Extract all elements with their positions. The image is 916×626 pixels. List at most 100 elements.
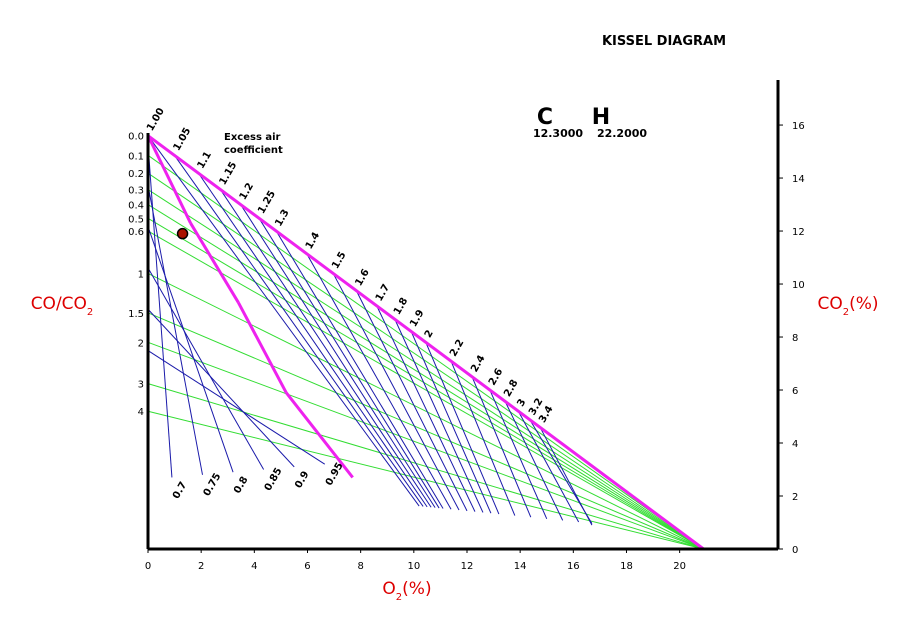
x-tick-label: 0: [145, 561, 151, 572]
ratio-line: [147, 341, 704, 550]
excess-air-line: [517, 410, 580, 523]
lambda-lean-label: 2.4: [469, 353, 487, 374]
left-tick-label: 0.1: [128, 151, 144, 162]
lambda-lean-label: 1.05: [172, 126, 194, 153]
lambda-lean-label: 1.8: [392, 296, 410, 317]
ratio-line: [147, 383, 704, 550]
excess-air-line: [471, 376, 532, 518]
excess-air-line: [410, 331, 492, 514]
lambda-lean-label: 1.00: [145, 106, 167, 133]
lambda-rich-label: 0.9: [293, 469, 311, 490]
lambda-rich-label: 0.8: [232, 475, 250, 496]
excess-air-line: [275, 230, 444, 509]
excess-air-line: [147, 226, 234, 473]
excess-air-lines: [147, 135, 593, 526]
excess-air-line: [147, 267, 265, 470]
ratio-line: [147, 312, 704, 550]
co-co2-ratio-lines: [147, 135, 704, 550]
left-tick-label: 1: [138, 269, 144, 280]
lambda-lean-label: 2.2: [448, 338, 466, 359]
excess-air-line: [539, 427, 593, 526]
lambda-lean-label: 1.25: [256, 189, 278, 216]
excess-air-line: [394, 319, 484, 513]
measurement-point: [176, 227, 189, 240]
x-tick-label: 16: [567, 561, 580, 572]
excess-air-line: [147, 185, 203, 475]
ratio-line: [147, 204, 704, 550]
carbon-symbol: C: [537, 105, 553, 130]
ratio-line: [147, 189, 704, 550]
left-axis-title: CO/CO2: [31, 294, 94, 318]
hydrogen-value: 22.2000: [597, 127, 647, 140]
measurement-point-marker: [176, 227, 189, 240]
right-tick-label: 14: [792, 174, 805, 185]
excess-air-line: [450, 360, 516, 516]
x-tick-label: 2: [198, 561, 204, 572]
stoichiometric-boundary-line: [147, 134, 705, 551]
lambda-lean-label: 1.5: [330, 250, 348, 271]
left-tick-label: 0.6: [128, 227, 144, 238]
left-tick-label: 0.4: [128, 201, 144, 212]
excess-air-line: [174, 155, 424, 507]
ratio-line: [147, 154, 704, 550]
right-tick-label: 6: [792, 386, 798, 397]
lambda-rich-label: 0.85: [263, 466, 285, 493]
boundary-lines: [146, 134, 705, 551]
right-tick-label: 2: [792, 492, 798, 503]
left-tick-label: 0.2: [128, 169, 144, 180]
hydrogen-symbol: H: [592, 105, 610, 130]
lambda-rich-label: 0.75: [202, 471, 224, 498]
lambda-labels: 1.001.051.1 1.151.2 1.251.3 1.4 1.5 1.61.71.8…: [145, 106, 556, 501]
lambda-lean-label: 1.9: [408, 308, 426, 329]
excess-air-line: [376, 305, 476, 512]
axes: 0 2 4 6 8 10 12 14 16 18 2002468101214160.00.10.20…: [128, 80, 805, 572]
x-tick-label: 6: [304, 561, 310, 572]
lambda-lean-label: 1.2: [238, 181, 256, 202]
excess-air-line: [147, 135, 420, 507]
lambda-lean-label: 2: [423, 328, 436, 340]
x-tick-label: 18: [620, 561, 633, 572]
x-tick-label: 20: [673, 561, 686, 572]
left-tick-label: 4: [138, 407, 144, 418]
annotation-line-2: coefficient: [224, 145, 283, 156]
ratio-line: [147, 217, 704, 550]
right-tick-label: 4: [792, 439, 798, 450]
right-axis-title: CO2(%): [817, 294, 878, 318]
left-tick-label: 0.3: [128, 186, 144, 197]
left-tick-label: 0.5: [128, 214, 144, 225]
rich-boundary-line: [189, 222, 240, 304]
ratio-line: [147, 230, 704, 550]
excess-air-line: [425, 342, 500, 515]
rich-boundary-line: [285, 391, 354, 479]
excess-air-line: [306, 253, 452, 510]
x-tick-label: 10: [407, 561, 420, 572]
excess-air-line: [504, 401, 564, 521]
excess-air-line: [355, 290, 468, 512]
x-axis-title: O2(%): [382, 579, 431, 603]
excess-air-line: [489, 389, 548, 519]
lambda-lean-label: 3: [515, 397, 528, 409]
lambda-lean-label: 1.6: [353, 267, 371, 288]
lambda-lean-label: 1.4: [304, 230, 322, 251]
left-tick-label: 2: [138, 338, 144, 349]
lambda-lean-label: 1.7: [374, 282, 392, 303]
x-tick-label: 12: [461, 561, 474, 572]
left-tick-label: 1.5: [128, 309, 144, 320]
left-tick-label: 3: [138, 380, 144, 391]
excess-air-line: [332, 273, 460, 511]
excess-air-line: [147, 350, 326, 465]
x-tick-label: 4: [251, 561, 257, 572]
fuel-composition: C 12.3000 H 22.2000: [533, 105, 647, 140]
lambda-lean-label: 2.8: [502, 378, 520, 399]
right-tick-label: 0: [792, 545, 798, 556]
excess-air-line: [147, 143, 173, 478]
x-tick-label: 14: [514, 561, 527, 572]
excess-air-line: [240, 204, 436, 508]
rich-boundary-line: [146, 134, 192, 224]
rich-boundary-line: [237, 301, 288, 394]
chart-title: KISSEL DIAGRAM: [602, 34, 726, 49]
lambda-rich-label: 0.95: [324, 461, 346, 488]
right-tick-label: 10: [792, 280, 805, 291]
lambda-lean-label: 1.3: [273, 208, 291, 229]
